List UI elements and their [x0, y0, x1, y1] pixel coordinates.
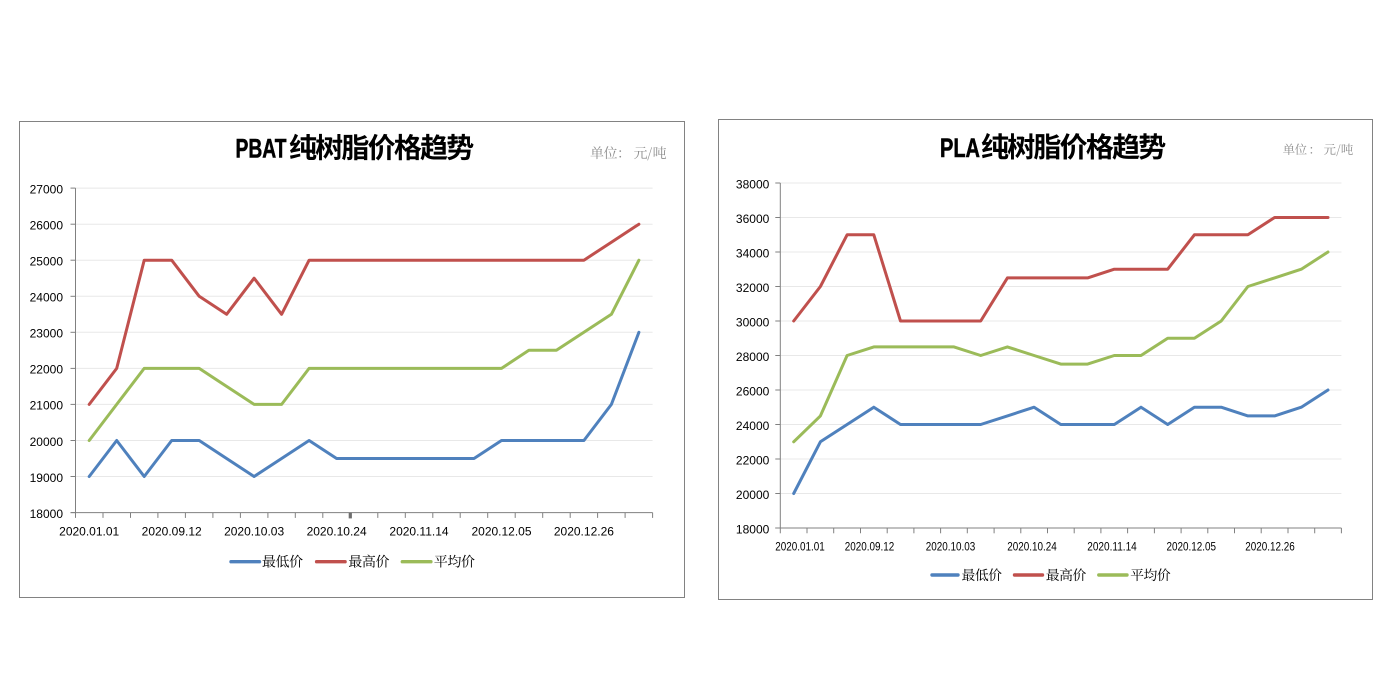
svg-text:26000: 26000	[30, 219, 64, 233]
svg-text:27000: 27000	[30, 182, 64, 196]
svg-text:32000: 32000	[736, 281, 770, 295]
svg-text:2020.10.03: 2020.10.03	[224, 524, 284, 538]
svg-text:2020.01.01: 2020.01.01	[59, 524, 119, 538]
svg-text:2020.12.26: 2020.12.26	[554, 524, 614, 538]
svg-text:26000: 26000	[736, 384, 770, 398]
svg-text:22000: 22000	[30, 363, 64, 377]
svg-text:18000: 18000	[736, 522, 770, 536]
svg-text:24000: 24000	[30, 291, 64, 305]
svg-text:2020.09.12: 2020.09.12	[142, 524, 202, 538]
svg-text:21000: 21000	[30, 399, 64, 413]
svg-text:36000: 36000	[736, 212, 770, 226]
svg-text:2020.11.14: 2020.11.14	[1087, 541, 1137, 553]
svg-text:2020.12.05: 2020.12.05	[1167, 541, 1217, 553]
svg-text:PLA: PLA	[940, 133, 980, 163]
svg-text:PBAT: PBAT	[236, 134, 287, 164]
svg-text:24000: 24000	[736, 419, 770, 433]
svg-text:2020.01.01: 2020.01.01	[775, 541, 825, 553]
svg-text:30000: 30000	[736, 315, 770, 329]
svg-text:34000: 34000	[736, 246, 770, 260]
svg-text:28000: 28000	[736, 350, 770, 364]
svg-text:20000: 20000	[30, 435, 64, 449]
svg-text:2020.12.05: 2020.12.05	[471, 524, 531, 538]
svg-text:2020.09.12: 2020.09.12	[845, 541, 895, 553]
svg-text:25000: 25000	[30, 255, 64, 269]
svg-text:2020.10.03: 2020.10.03	[926, 541, 976, 553]
svg-text:20000: 20000	[736, 488, 770, 502]
svg-text:38000: 38000	[736, 177, 770, 191]
svg-text:23000: 23000	[30, 327, 64, 341]
svg-text:2020.11.14: 2020.11.14	[389, 524, 448, 538]
svg-text:2020.10.24: 2020.10.24	[307, 524, 367, 538]
svg-text:18000: 18000	[30, 507, 64, 521]
svg-text:22000: 22000	[736, 453, 770, 467]
svg-text:2020.10.24: 2020.10.24	[1007, 541, 1057, 553]
svg-text:19000: 19000	[30, 471, 64, 485]
svg-text:2020.12.26: 2020.12.26	[1245, 541, 1295, 553]
